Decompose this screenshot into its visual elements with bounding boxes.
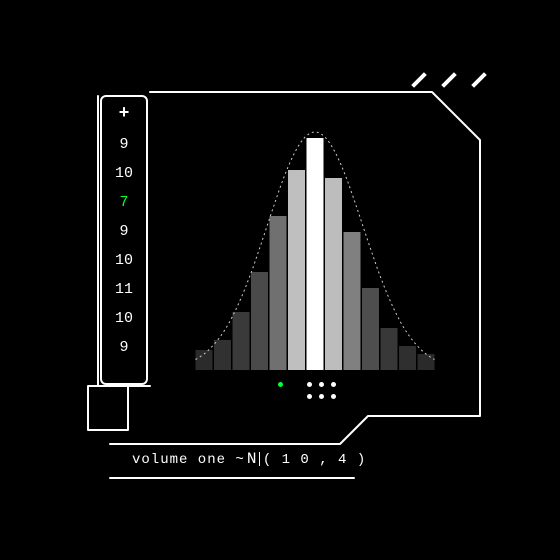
- indicator-dot: [307, 382, 312, 387]
- caption: volume one ~ N ( 1 0 , 4 ): [132, 450, 366, 468]
- caption-prefix: volume one ~: [132, 452, 245, 468]
- value-sidebar: + 9 10 7 9 10 11 10 9: [100, 95, 148, 385]
- histogram-bar: [233, 312, 250, 370]
- indicator-dot: [278, 382, 283, 387]
- histogram-bar: [251, 272, 268, 370]
- tick-mark: [441, 72, 457, 88]
- histogram-bar: [381, 328, 398, 370]
- caption-params: ( 1 0 , 4 ): [263, 452, 366, 468]
- tick-mark: [411, 72, 427, 88]
- sidebar-value: 11: [115, 282, 133, 297]
- histogram-bar: [362, 288, 379, 370]
- plus-icon: +: [119, 105, 130, 123]
- histogram-bar: [214, 340, 231, 370]
- indicator-dot: [319, 394, 324, 399]
- indicator-dot: [331, 394, 336, 399]
- indicator-dot: [331, 382, 336, 387]
- indicator-dot: [307, 394, 312, 399]
- sidebar-value: 9: [119, 340, 128, 355]
- histogram-bar: [344, 232, 361, 370]
- sidebar-value: 10: [115, 311, 133, 326]
- histogram-bar: [196, 350, 213, 370]
- histogram-bar: [307, 138, 324, 370]
- corner-ticks: [410, 78, 488, 82]
- histogram-bar: [325, 178, 342, 370]
- sidebar-value: 10: [115, 253, 133, 268]
- histogram-chart: [170, 115, 460, 375]
- tick-mark: [471, 72, 487, 88]
- sidebar-value: 7: [119, 195, 128, 210]
- distribution-symbol: N: [247, 450, 259, 468]
- sidebar-value: 10: [115, 166, 133, 181]
- histogram-bar: [270, 216, 287, 370]
- histogram-bar: [418, 354, 435, 370]
- sidebar-value: 9: [119, 137, 128, 152]
- histogram-bar: [288, 170, 305, 370]
- indicator-dots: [170, 378, 460, 404]
- indicator-dot: [319, 382, 324, 387]
- sidebar-value: 9: [119, 224, 128, 239]
- histogram-bar: [399, 346, 416, 370]
